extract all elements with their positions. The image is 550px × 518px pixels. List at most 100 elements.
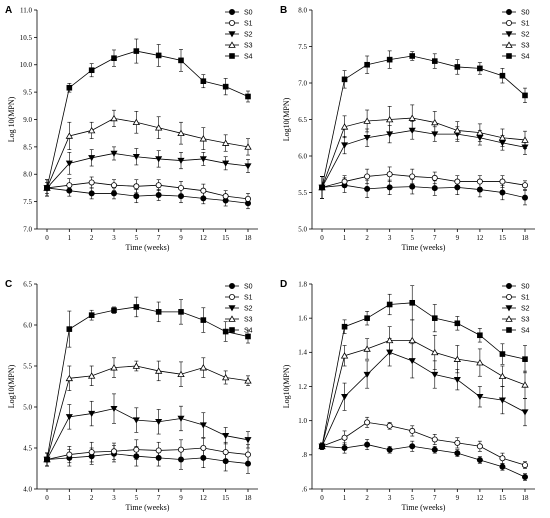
y-tick-label: 5.5: [298, 189, 307, 197]
x-tick-label: 7: [157, 234, 161, 242]
y-tick-label: 8.0: [298, 6, 307, 14]
data-point: [340, 352, 349, 359]
legend-label: S4: [244, 54, 253, 61]
y-tick-label: 9.5: [23, 89, 32, 97]
series-s3: [318, 104, 529, 199]
data-point: [477, 65, 483, 72]
x-tick-label: 18: [522, 234, 530, 242]
data-point: [521, 136, 529, 143]
data-point: [386, 184, 393, 191]
x-tick-label: 18: [522, 494, 530, 502]
y-tick-label: 1.8: [298, 280, 307, 288]
x-tick-label: 2: [365, 234, 369, 242]
legend: S0 S1 S2 S3 S4: [502, 282, 530, 335]
data-point: [244, 377, 252, 384]
data-point: [155, 309, 162, 315]
legend-marker: [505, 19, 512, 26]
data-point: [498, 372, 507, 380]
data-point: [386, 446, 393, 453]
x-tick-label: 12: [476, 494, 484, 502]
data-point: [177, 184, 184, 191]
legend-marker: [505, 41, 513, 48]
data-point: [341, 444, 348, 451]
legend-marker: [505, 31, 513, 38]
data-point: [199, 156, 207, 163]
legend-label: S1: [244, 21, 253, 28]
data-point: [499, 351, 506, 357]
data-point: [88, 449, 95, 456]
data-point: [222, 449, 229, 456]
data-point: [454, 450, 461, 457]
x-axis-title: Time (weeks): [402, 243, 446, 252]
data-point: [498, 134, 507, 141]
data-point: [364, 441, 371, 448]
data-point: [65, 132, 74, 139]
y-tick-label: 5.5: [23, 362, 32, 370]
x-tick-label: 1: [343, 234, 347, 242]
data-point: [133, 193, 140, 200]
legend-label: S3: [521, 43, 530, 50]
series-line: [46, 408, 249, 460]
data-point: [222, 83, 229, 90]
data-point: [386, 301, 393, 308]
y-tick-label: 6.0: [298, 152, 307, 160]
series-line: [46, 117, 249, 189]
x-tick-label: 3: [388, 494, 392, 502]
data-point: [522, 194, 529, 201]
legend-marker: [228, 8, 235, 15]
data-point: [431, 174, 438, 181]
x-tick-label: 2: [90, 494, 94, 502]
data-point: [364, 173, 371, 180]
data-point: [341, 76, 348, 83]
legend-marker: [228, 19, 235, 26]
data-point: [431, 185, 438, 192]
x-tick-label: 15: [222, 234, 230, 242]
series-s0: [318, 176, 529, 206]
data-point: [431, 436, 438, 443]
data-point: [476, 394, 484, 401]
y-tick-label: 7.5: [23, 198, 32, 206]
series-s4: [319, 285, 528, 451]
x-tick-label: 5: [135, 234, 139, 242]
x-tick-label: 9: [179, 234, 183, 242]
data-point: [454, 439, 461, 446]
x-axis-title: Time (weeks): [126, 243, 170, 252]
y-tick-label: 10.5: [20, 34, 33, 42]
data-point: [44, 185, 50, 191]
series-line: [321, 339, 526, 447]
y-tick-label: 11.0: [20, 6, 32, 14]
legend-label: S0: [244, 284, 253, 291]
legend-label: S2: [521, 306, 530, 313]
data-point: [453, 126, 462, 134]
series-line: [46, 306, 249, 460]
legend-marker: [505, 8, 512, 15]
x-tick-label: 0: [320, 494, 324, 502]
data-point: [66, 182, 73, 189]
legend-label: S3: [244, 43, 253, 50]
data-point: [364, 315, 370, 321]
data-point: [111, 307, 117, 314]
data-point: [364, 185, 371, 192]
data-point: [364, 61, 370, 68]
data-point: [88, 67, 95, 74]
panel-letter: D: [280, 279, 287, 290]
series-s2: [43, 146, 252, 197]
data-point: [522, 92, 528, 99]
data-point: [111, 182, 118, 189]
data-point: [222, 432, 230, 440]
chart-panel-b: B5.05.56.06.57.07.58.00 1 2 3 5 7 9 12 15 18Time …: [280, 5, 535, 252]
y-tick-label: 9.0: [23, 116, 32, 124]
data-point: [177, 446, 184, 453]
data-point: [111, 55, 117, 61]
y-tick-label: 5.0: [298, 225, 307, 233]
data-point: [363, 117, 371, 124]
data-point: [222, 328, 229, 335]
data-point: [409, 183, 416, 190]
data-point: [244, 451, 251, 458]
data-point: [132, 154, 140, 161]
series-line: [321, 55, 526, 188]
data-point: [319, 184, 325, 191]
data-point: [244, 143, 252, 150]
data-point: [522, 474, 529, 481]
